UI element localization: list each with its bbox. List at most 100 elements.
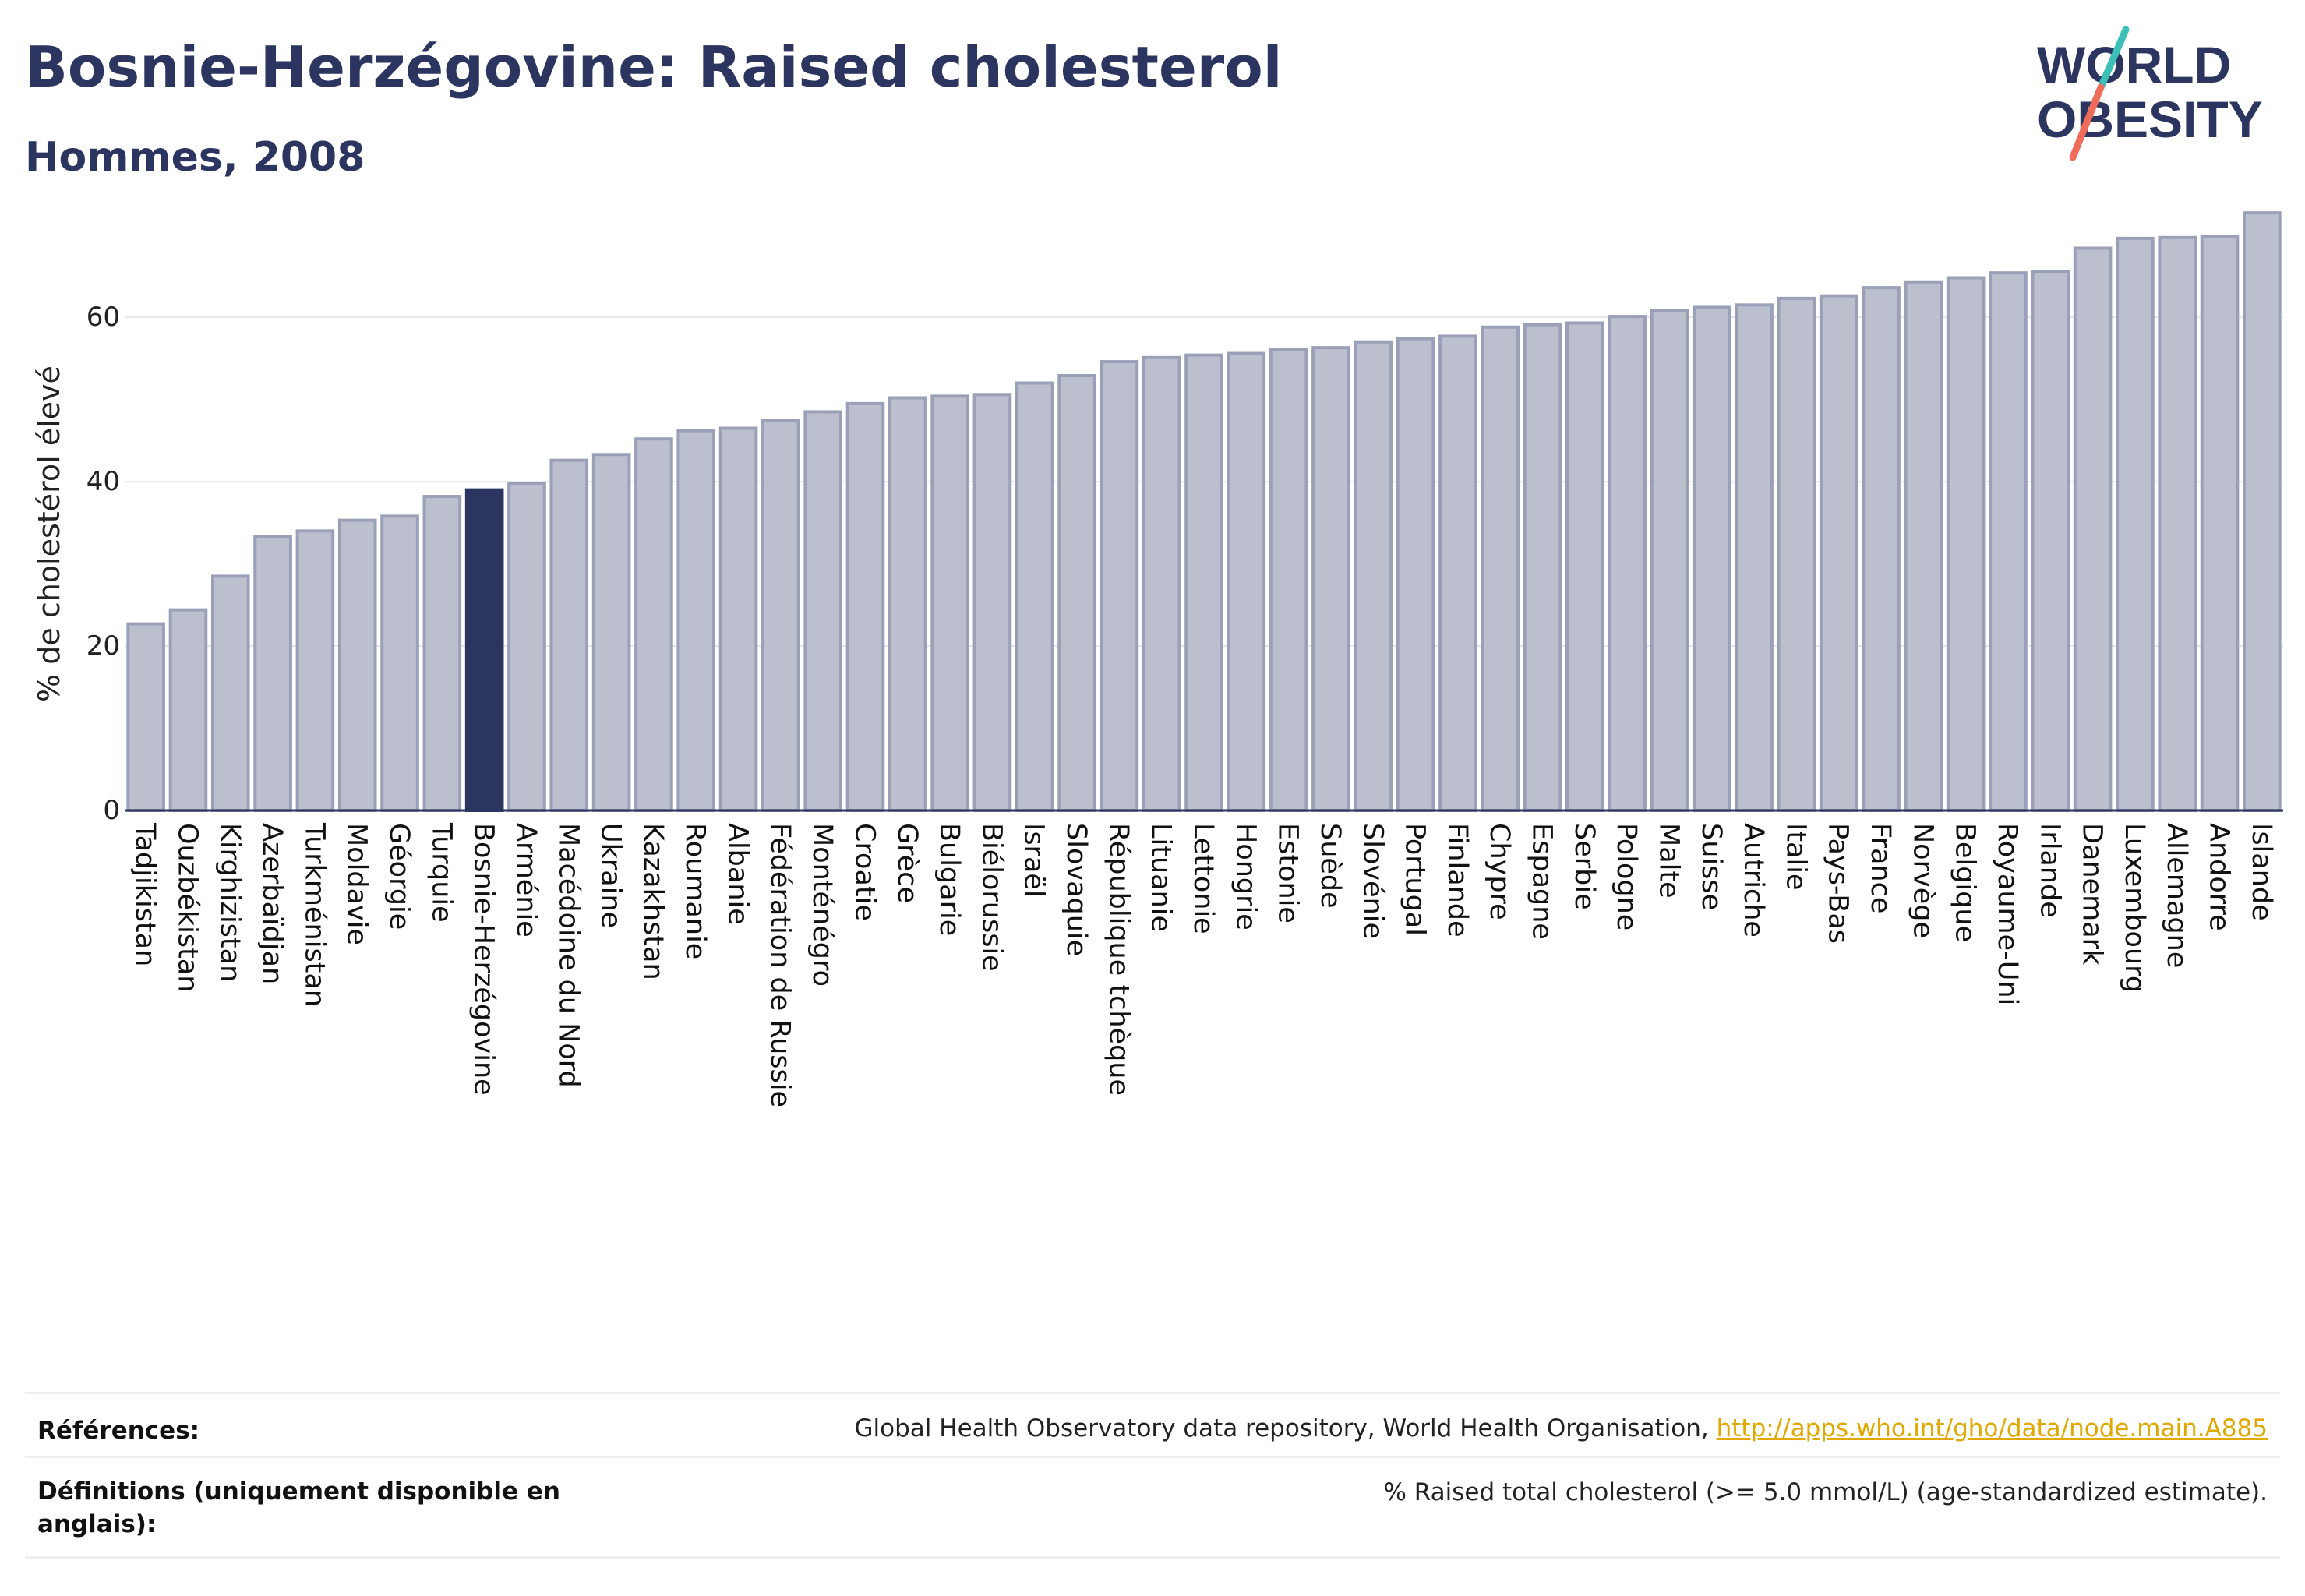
page-subtitle: Hommes, 2008 bbox=[25, 134, 365, 181]
bar-9 bbox=[507, 482, 546, 812]
bar-24 bbox=[1142, 355, 1181, 812]
x-tick-label: Bosnie-Herzégovine bbox=[468, 823, 499, 1096]
bar-44 bbox=[1989, 271, 2028, 813]
x-tick-label: Pologne bbox=[1611, 823, 1642, 930]
bar-19 bbox=[930, 394, 969, 813]
x-tick-label: Danemark bbox=[2077, 823, 2108, 966]
x-tick-label: Malte bbox=[1653, 823, 1684, 899]
bar-38 bbox=[1735, 303, 1774, 812]
x-tick-label: Ukraine bbox=[595, 823, 627, 928]
x-tick-label: Tadjikistan bbox=[129, 822, 161, 966]
x-tick-label: Slovénie bbox=[1357, 823, 1388, 939]
bar-40 bbox=[1819, 294, 1858, 813]
x-tick-label: Espagne bbox=[1527, 823, 1558, 940]
definitions-text: % Raised total cholesterol (>= 5.0 mmol/… bbox=[1383, 1478, 2268, 1506]
bar-25 bbox=[1184, 353, 1223, 812]
x-tick-label: Royaume-Uni bbox=[1992, 823, 2023, 1005]
bar-32 bbox=[1481, 325, 1520, 812]
x-tick-label: Autriche bbox=[1738, 823, 1769, 937]
references-link[interactable]: http://apps.who.int/gho/data/node.main.A… bbox=[1716, 1414, 2268, 1442]
bar-26 bbox=[1227, 351, 1266, 812]
x-tick-label: Israël bbox=[1018, 823, 1050, 898]
bar-6 bbox=[380, 514, 419, 812]
x-tick-label: Fédération de Russie bbox=[764, 823, 796, 1107]
x-tick-label: République tchèque bbox=[1103, 823, 1134, 1096]
x-tick-label: Finlande bbox=[1442, 823, 1473, 937]
x-tick-label: Kazakhstan bbox=[637, 823, 669, 980]
x-tick-label: Lituanie bbox=[1145, 823, 1177, 932]
x-tick-label: Albanie bbox=[722, 823, 754, 925]
x-tick-label: Arménie bbox=[510, 823, 542, 937]
bar-27 bbox=[1269, 348, 1308, 813]
x-tick-label: Monténégro bbox=[807, 823, 838, 987]
bar-13 bbox=[676, 429, 716, 812]
bar-36 bbox=[1650, 309, 1689, 812]
bar-47 bbox=[2116, 236, 2155, 812]
bar-3 bbox=[253, 535, 292, 812]
x-tick-label: Moldavie bbox=[341, 823, 372, 945]
bar-28 bbox=[1311, 346, 1350, 812]
x-tick-label: Géorgie bbox=[383, 823, 415, 930]
bar-35 bbox=[1608, 315, 1647, 812]
x-tick-label: Turkménistan bbox=[298, 822, 330, 1007]
bar-8 bbox=[464, 488, 504, 812]
bar-chart: 0 20 40 60 % de cholestérol élevé Tadjikistan… bbox=[32, 211, 2283, 1107]
bar-4 bbox=[295, 529, 335, 812]
bar-37 bbox=[1692, 305, 1731, 812]
footer-references-row: Références: Global Health Observatory da… bbox=[25, 1392, 2280, 1458]
x-tick-label: France bbox=[1865, 823, 1896, 913]
bar-22 bbox=[1057, 374, 1096, 813]
bar-18 bbox=[888, 396, 927, 812]
y-tick-label: 20 bbox=[86, 630, 120, 662]
x-tick-label: Lettonie bbox=[1188, 823, 1219, 934]
bar-14 bbox=[718, 426, 758, 813]
bar-42 bbox=[1904, 280, 1943, 812]
x-tick-label: Italie bbox=[1780, 823, 1811, 890]
x-tick-label: Serbie bbox=[1569, 823, 1600, 910]
x-tick-label: Suisse bbox=[1696, 823, 1727, 910]
bar-29 bbox=[1354, 340, 1393, 812]
x-tick-label: Belgique bbox=[1950, 823, 1981, 942]
x-tick-label: Norvège bbox=[1907, 823, 1938, 938]
x-tick-label: Chypre bbox=[1484, 823, 1515, 920]
x-tick-label: Allemagne bbox=[2161, 823, 2192, 968]
page-title: Bosnie-Herzégovine: Raised cholesterol bbox=[25, 34, 1283, 100]
bar-43 bbox=[1946, 276, 1986, 812]
bar-45 bbox=[2031, 270, 2070, 812]
bar-33 bbox=[1523, 323, 1562, 812]
bar-30 bbox=[1396, 337, 1435, 812]
x-tick-label: Ouzbékistan bbox=[171, 823, 203, 992]
x-tick-label: Suède bbox=[1315, 823, 1346, 909]
x-tick-label: Islande bbox=[2246, 823, 2277, 921]
bar-11 bbox=[591, 453, 631, 812]
bar-21 bbox=[1015, 381, 1054, 812]
logo-slash-teal bbox=[2097, 26, 2130, 91]
bar-31 bbox=[1438, 334, 1477, 813]
references-text: Global Health Observatory data repositor… bbox=[854, 1414, 1717, 1442]
y-tick-label: 0 bbox=[103, 795, 120, 826]
bar-2 bbox=[210, 574, 250, 812]
logo-slash-coral bbox=[2069, 83, 2105, 161]
x-tick-label: Hongrie bbox=[1230, 823, 1261, 930]
x-tick-label: Estonie bbox=[1273, 823, 1304, 923]
x-tick-label: Luxembourg bbox=[2119, 823, 2150, 993]
bar-34 bbox=[1565, 321, 1604, 812]
bar-49 bbox=[2200, 235, 2240, 812]
references-label: Références: bbox=[37, 1417, 200, 1445]
x-tick-label: Andorre bbox=[2204, 823, 2235, 931]
bar-0 bbox=[126, 622, 165, 812]
x-tick-label: Slovaquie bbox=[1061, 823, 1092, 956]
x-tick-label: Biélorussie bbox=[976, 823, 1007, 972]
footer-definitions-row: Définitions (uniquement disponible en an… bbox=[25, 1456, 2280, 1559]
x-tick-label: Pays-Bas bbox=[1823, 823, 1854, 944]
bar-7 bbox=[422, 495, 462, 812]
bar-39 bbox=[1777, 296, 1816, 812]
bar-41 bbox=[1862, 286, 1901, 812]
x-tick-label: Bulgarie bbox=[934, 823, 965, 936]
x-tick-label: Portugal bbox=[1400, 823, 1431, 936]
bar-17 bbox=[845, 401, 885, 812]
x-tick-label: Irlande bbox=[2034, 823, 2065, 918]
logo-line2: OBESITY bbox=[2037, 90, 2263, 148]
bar-15 bbox=[761, 419, 800, 812]
bar-12 bbox=[634, 437, 673, 812]
